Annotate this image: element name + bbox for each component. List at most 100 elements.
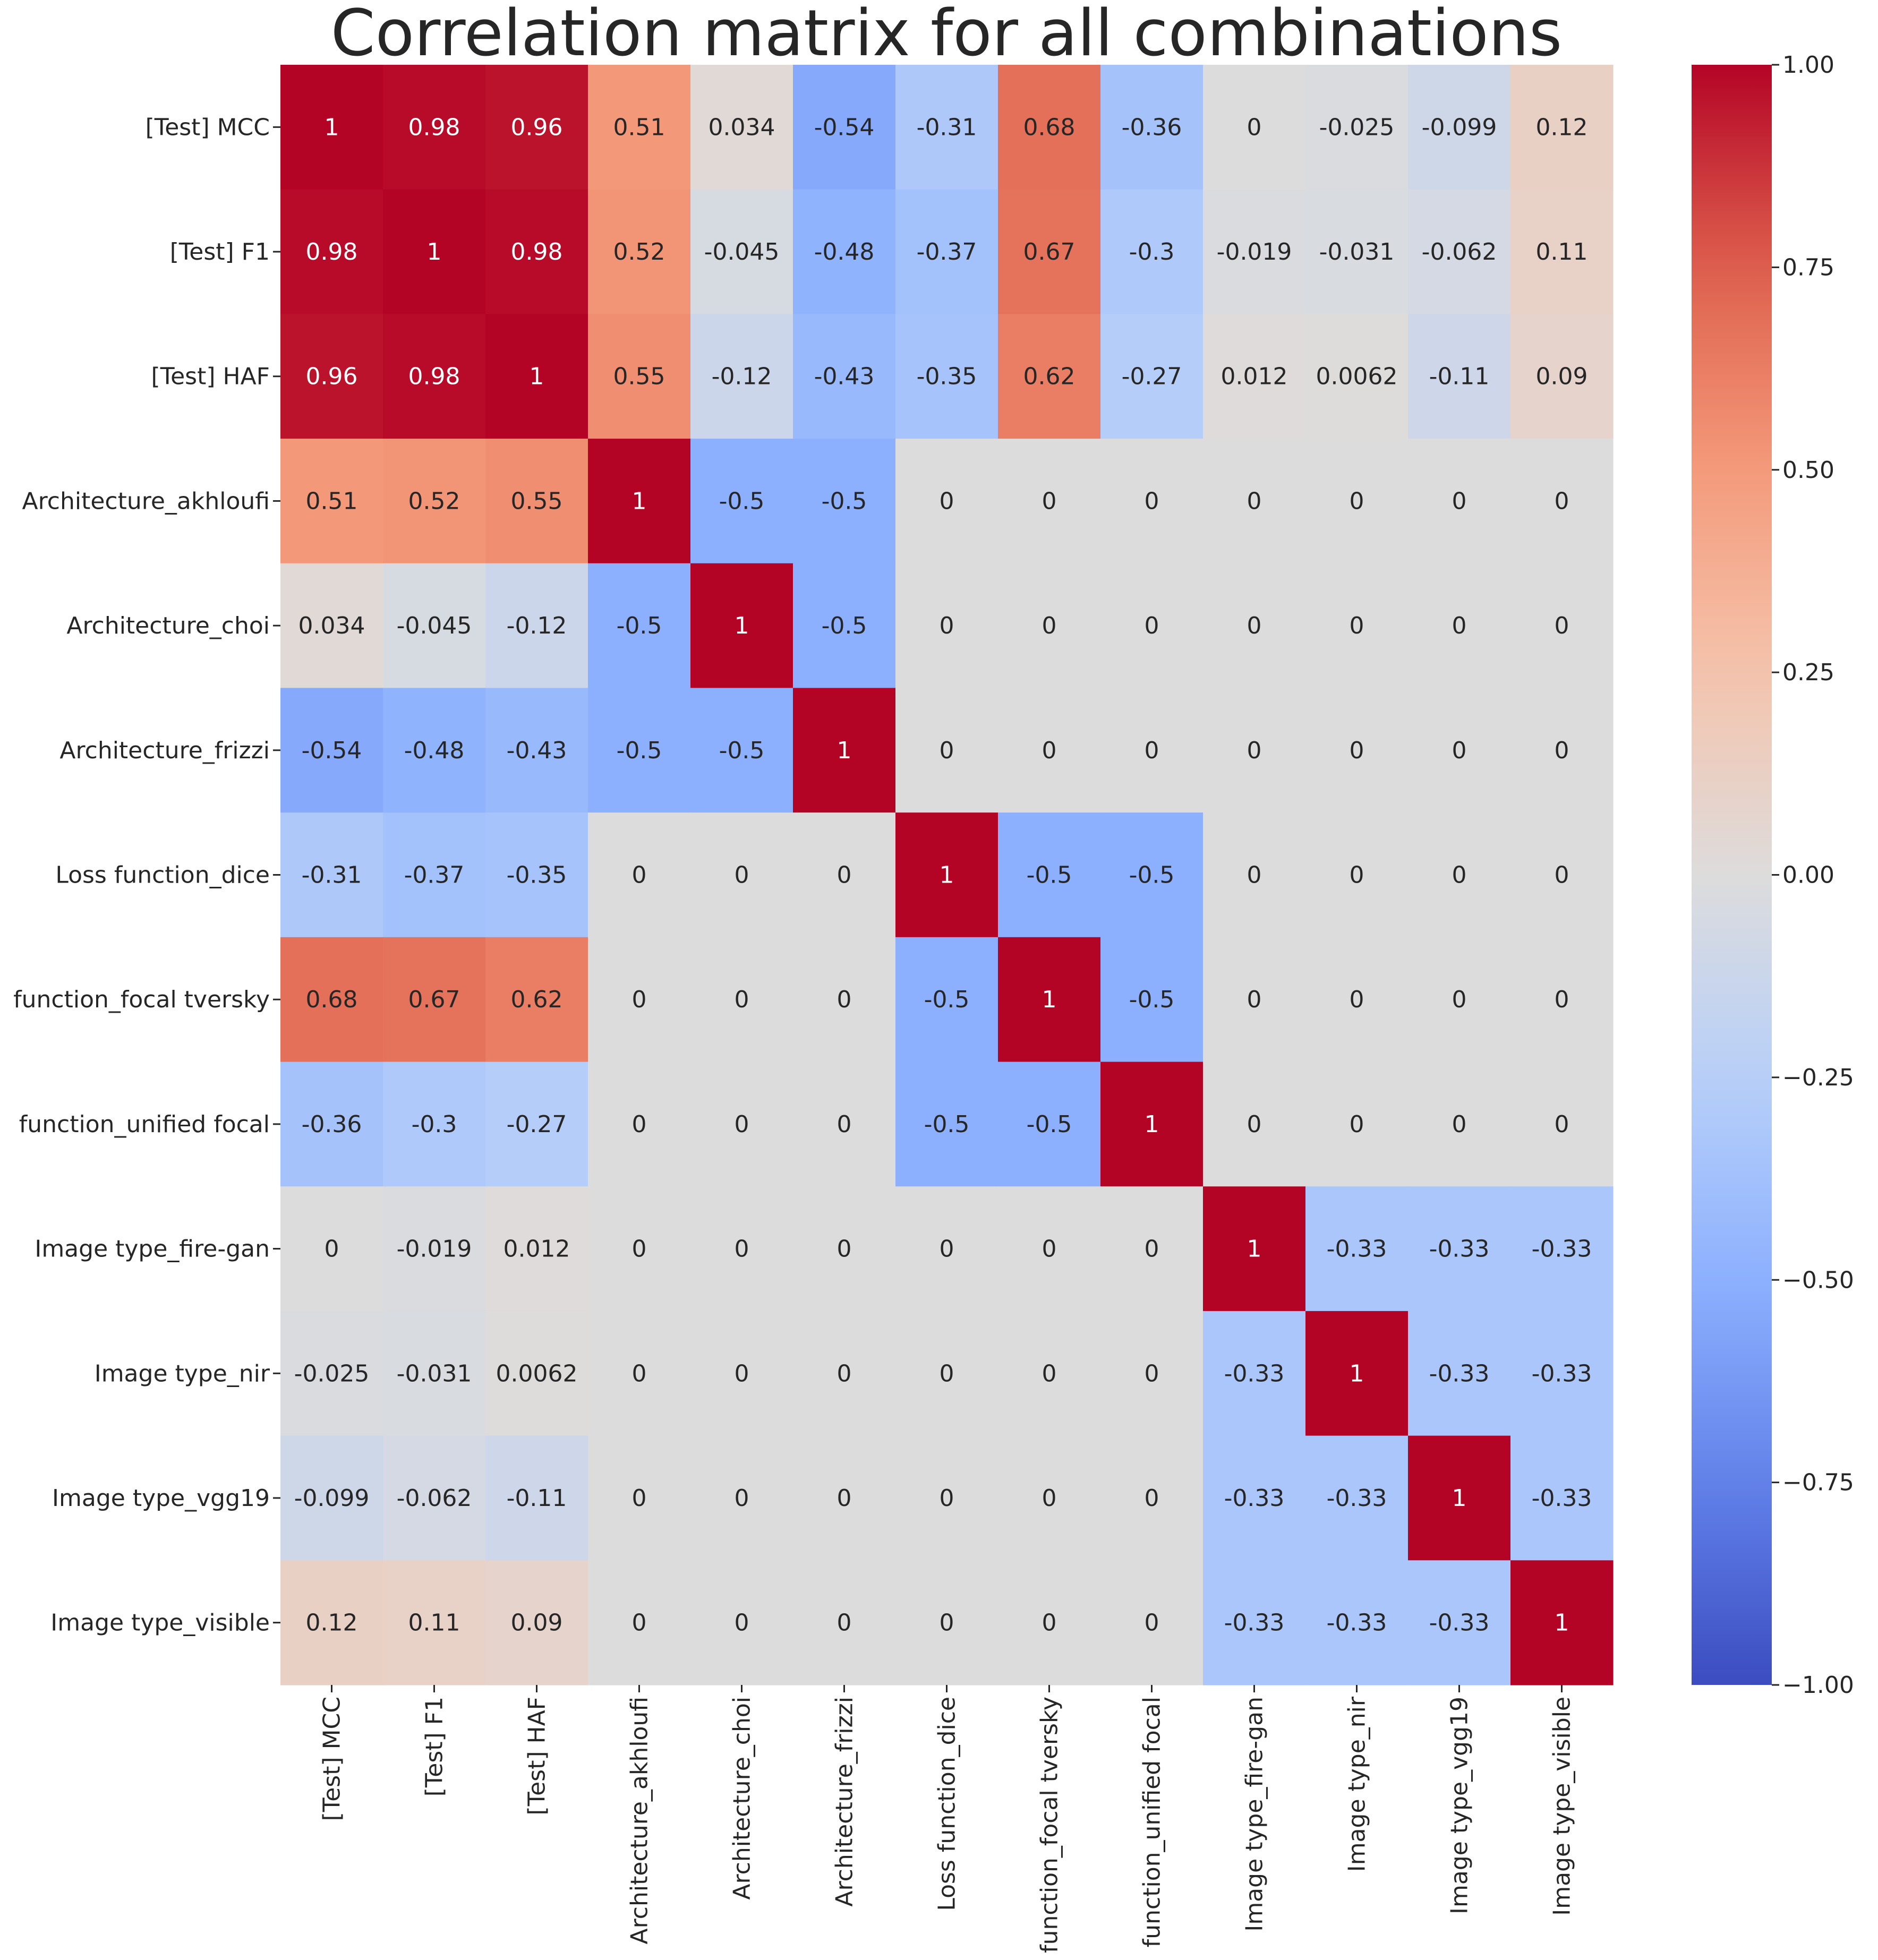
heatmap-cell xyxy=(690,688,793,813)
cell-value-label: 0 xyxy=(1555,986,1569,1013)
heatmap-cell xyxy=(1100,314,1203,439)
cell-value-label: -0.31 xyxy=(302,862,362,889)
cell-value-label: 0 xyxy=(632,986,647,1013)
heatmap-cell xyxy=(1100,688,1203,813)
heatmap-cell xyxy=(1305,1311,1408,1436)
cell-value-label: -0.37 xyxy=(404,862,465,889)
heatmap-cell xyxy=(1305,314,1408,439)
heatmap-cell xyxy=(1408,439,1511,564)
cell-value-label: 1 xyxy=(1452,1485,1467,1512)
cell-value-label: -0.11 xyxy=(1429,363,1490,390)
cell-value-label: -0.33 xyxy=(1429,1360,1490,1387)
cell-value-label: 0.09 xyxy=(1536,363,1588,390)
cell-value-label: -0.5 xyxy=(822,612,867,639)
heatmap-cell xyxy=(280,1311,383,1436)
cell-value-label: 0 xyxy=(735,1111,749,1138)
y-tick-label: Image type_vgg19 xyxy=(52,1485,270,1512)
heatmap-cell xyxy=(1203,314,1306,439)
y-tick-label: Image type_nir xyxy=(95,1360,270,1387)
cell-value-label: 0.09 xyxy=(511,1610,563,1637)
heatmap-cell xyxy=(280,439,383,564)
x-tick-label: Architecture_frizzi xyxy=(831,1697,858,1907)
cell-value-label: 0 xyxy=(1452,862,1467,889)
cell-value-label: -0.54 xyxy=(814,114,875,141)
heatmap-cell xyxy=(485,439,588,564)
heatmap-cell xyxy=(485,688,588,813)
heatmap-cell xyxy=(588,314,691,439)
x-tick-label: Image type_nir xyxy=(1344,1696,1371,1872)
heatmap-cell xyxy=(1408,189,1511,314)
heatmap-cell xyxy=(1408,314,1511,439)
heatmap-cell xyxy=(895,1560,998,1685)
heatmap-cell xyxy=(383,189,486,314)
heatmap-cell xyxy=(1408,65,1511,190)
heatmap-cell xyxy=(1203,937,1306,1063)
cell-value-label: 0.51 xyxy=(613,114,665,141)
cell-value-label: -0.48 xyxy=(814,238,875,266)
cell-value-label: -0.3 xyxy=(1129,238,1175,266)
cell-value-label: -0.54 xyxy=(302,737,362,764)
heatmap-cell xyxy=(383,439,486,564)
heatmap-cell xyxy=(998,1062,1101,1187)
cell-value-label: 0 xyxy=(1247,1111,1262,1138)
heatmap-cell xyxy=(895,1311,998,1436)
cell-value-label: 0.98 xyxy=(306,238,358,266)
cell-value-label: 0 xyxy=(940,737,954,764)
cell-value-label: 0 xyxy=(632,1485,647,1512)
heatmap-cell xyxy=(485,314,588,439)
cell-value-label: 0 xyxy=(1555,737,1569,764)
x-tick-label: Image type_vgg19 xyxy=(1446,1697,1473,1914)
cell-value-label: 0 xyxy=(837,1360,852,1387)
heatmap-cell xyxy=(793,1560,896,1685)
cell-value-label: 0 xyxy=(1145,612,1159,639)
heatmap-cell xyxy=(280,314,383,439)
colorbar-tick-label: −0.25 xyxy=(1782,1064,1854,1091)
heatmap-cell xyxy=(998,439,1101,564)
y-tick-label: function_focal tversky xyxy=(13,986,270,1013)
cell-value-label: 0 xyxy=(940,1485,954,1512)
cell-value-label: 1 xyxy=(1042,986,1057,1013)
heatmap-cell xyxy=(793,65,896,190)
colorbar-tick-label: 0.50 xyxy=(1782,457,1834,484)
cell-value-label: -0.031 xyxy=(397,1360,472,1387)
cell-value-label: -0.33 xyxy=(1224,1610,1285,1637)
cell-value-label: 0.98 xyxy=(408,363,460,390)
heatmap-cell xyxy=(1305,812,1408,938)
cell-value-label: 0 xyxy=(1555,1111,1569,1138)
heatmap-cell xyxy=(895,812,998,938)
cell-value-label: 0 xyxy=(1042,1360,1057,1387)
heatmap-cell xyxy=(1408,1560,1511,1685)
heatmap-cell xyxy=(383,1186,486,1312)
cell-value-label: -0.062 xyxy=(1422,238,1497,266)
cell-value-label: -0.31 xyxy=(917,114,977,141)
heatmap-cell xyxy=(588,563,691,689)
colorbar: 1.00 0.75 0.50 0.25 0.00 −0.25 −0.50 −0.75 −1.00 xyxy=(1692,52,1854,1699)
heatmap-cell xyxy=(1510,189,1614,314)
y-tick-label: Image type_visible xyxy=(50,1610,270,1637)
heatmap-cell xyxy=(1305,1560,1408,1685)
heatmap-cell xyxy=(793,439,896,564)
colorbar-tick-label: −0.75 xyxy=(1782,1469,1854,1496)
cell-value-label: 1 xyxy=(1247,1236,1262,1263)
heatmap-cell xyxy=(1510,937,1614,1063)
heatmap-cell xyxy=(793,1186,896,1312)
cell-value-label: 0 xyxy=(837,1236,852,1263)
heatmap-cell xyxy=(588,439,691,564)
cell-value-label: 0 xyxy=(1350,862,1364,889)
cell-value-label: 0.96 xyxy=(306,363,358,390)
colorbar-tick-label: 0.75 xyxy=(1782,254,1834,281)
x-tick-label: [Test] HAF xyxy=(524,1697,551,1815)
heatmap-cell xyxy=(383,65,486,190)
cell-value-label: 1 xyxy=(940,862,954,889)
cell-value-label: 0 xyxy=(735,1610,749,1637)
cell-value-label: -0.33 xyxy=(1327,1485,1387,1512)
cell-value-label: 0 xyxy=(1247,737,1262,764)
cell-value-label: 0 xyxy=(632,1610,647,1637)
heatmap-cell xyxy=(690,189,793,314)
heatmap-cell xyxy=(1408,1435,1511,1561)
cell-value-label: 0.12 xyxy=(1536,114,1588,141)
heatmap-cell xyxy=(793,1435,896,1561)
cell-value-label: 0.0062 xyxy=(496,1360,578,1387)
cell-value-label: 0 xyxy=(1247,862,1262,889)
cell-value-label: 0 xyxy=(1042,612,1057,639)
